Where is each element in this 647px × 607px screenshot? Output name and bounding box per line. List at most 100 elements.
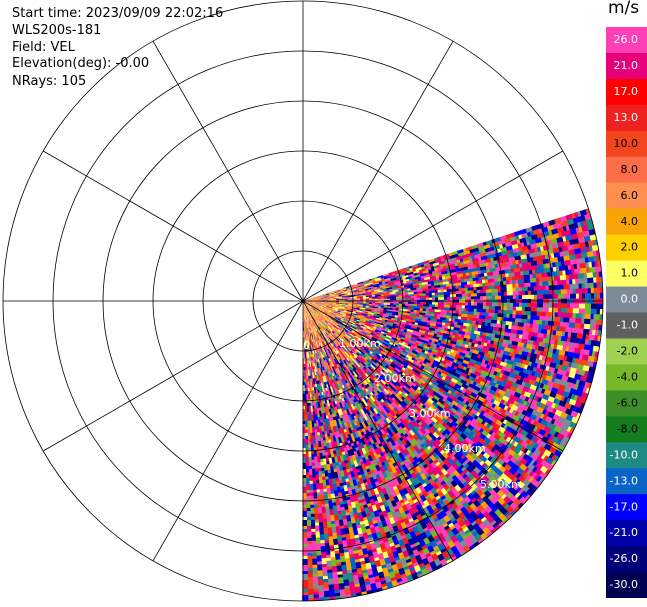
velocity-cell: [405, 332, 413, 337]
velocity-cell: [440, 284, 447, 288]
velocity-cell: [523, 278, 528, 284]
velocity-cell: [377, 309, 381, 312]
velocity-cell: [570, 332, 578, 339]
velocity-cell: [519, 266, 527, 273]
velocity-cell: [379, 285, 387, 288]
velocity-cell: [426, 383, 434, 390]
velocity-cell: [572, 303, 580, 310]
velocity-cell: [581, 354, 590, 362]
velocity-cell: [386, 312, 393, 315]
velocity-cell: [467, 314, 474, 319]
velocity-cell: [478, 396, 486, 404]
velocity-cell: [505, 324, 510, 330]
velocity-cell: [393, 278, 401, 283]
velocity-cell: [460, 316, 468, 321]
velocity-cell: [338, 316, 345, 320]
velocity-cell: [317, 297, 325, 299]
velocity-cell: [340, 311, 345, 313]
velocity-cell: [456, 339, 464, 344]
velocity-cell: [395, 311, 399, 315]
velocity-cell: [511, 275, 519, 281]
velocity-cell: [316, 307, 320, 310]
velocity-cell: [457, 251, 466, 257]
velocity-cell: [402, 301, 409, 305]
velocity-cell: [515, 263, 520, 269]
velocity-cell: [540, 328, 548, 335]
velocity-cell: [491, 288, 499, 293]
velocity-cell: [359, 339, 364, 343]
velocity-cell: [338, 291, 345, 294]
velocity-cell: [381, 317, 389, 321]
velocity-cell: [354, 331, 358, 335]
velocity-cell: [416, 289, 421, 293]
velocity-cell: [376, 326, 380, 330]
velocity-cell: [354, 283, 358, 286]
velocity-cell: [534, 332, 539, 338]
velocity-cell: [327, 317, 334, 322]
velocity-cell: [358, 311, 366, 315]
velocity-cell: [357, 330, 365, 336]
velocity-cell: [326, 302, 334, 304]
velocity-cell: [589, 324, 594, 331]
velocity-cell: [538, 324, 546, 330]
velocity-cell: [551, 303, 559, 309]
velocity-cell: [563, 312, 571, 319]
velocity-cell: [376, 334, 383, 339]
velocity-cell: [371, 323, 375, 326]
velocity-cell: [434, 304, 439, 308]
velocity-cell: [333, 320, 337, 323]
velocity-cell: [528, 331, 536, 338]
velocity-cell: [305, 301, 310, 303]
velocity-cell: [428, 290, 436, 294]
velocity-cell: [322, 308, 326, 311]
velocity-cell: [504, 328, 512, 334]
velocity-cell: [470, 392, 478, 399]
velocity-cell: [383, 291, 388, 294]
velocity-cell: [416, 345, 424, 351]
velocity-cell: [322, 309, 329, 313]
velocity-cell: [433, 316, 438, 320]
velocity-cell: [407, 292, 415, 295]
velocity-cell: [349, 288, 357, 292]
velocity-cell: [360, 324, 365, 328]
velocity-cell: [451, 315, 459, 320]
velocity-cell: [434, 314, 438, 318]
velocity-cell: [404, 326, 412, 330]
velocity-cell: [547, 272, 552, 278]
velocity-cell: [534, 269, 539, 275]
velocity-cell: [328, 308, 336, 311]
velocity-cell: [326, 297, 334, 299]
velocity-cell: [474, 327, 479, 332]
velocity-cell: [476, 315, 480, 319]
velocity-cell: [523, 270, 530, 276]
velocity-cell: [363, 325, 368, 329]
velocity-cell: [314, 298, 319, 300]
velocity-cell: [553, 403, 560, 411]
velocity-cell: [550, 424, 557, 431]
velocity-cell: [464, 284, 471, 289]
velocity-cell: [524, 307, 532, 312]
velocity-cell: [359, 309, 363, 312]
velocity-cell: [539, 281, 544, 287]
velocity-cell: [308, 303, 315, 307]
velocity-cell: [340, 288, 347, 292]
velocity-cell: [420, 376, 428, 383]
velocity-cell: [406, 365, 414, 371]
velocity-cell: [449, 380, 457, 387]
velocity-cell: [506, 302, 511, 308]
velocity-cell: [343, 290, 348, 292]
velocity-cell: [570, 410, 576, 418]
velocity-cell: [493, 391, 502, 399]
velocity-cell: [326, 294, 333, 297]
velocity-cell: [366, 318, 371, 321]
velocity-cell: [573, 243, 581, 250]
velocity-cell: [358, 336, 362, 340]
velocity-cell: [320, 302, 328, 304]
velocity-cell: [469, 280, 477, 285]
velocity-cell: [558, 428, 565, 436]
velocity-cell: [535, 277, 540, 283]
velocity-cell: [431, 330, 438, 335]
velocity-cell: [542, 294, 550, 300]
velocity-cell: [349, 328, 353, 332]
velocity-cell: [419, 308, 424, 311]
